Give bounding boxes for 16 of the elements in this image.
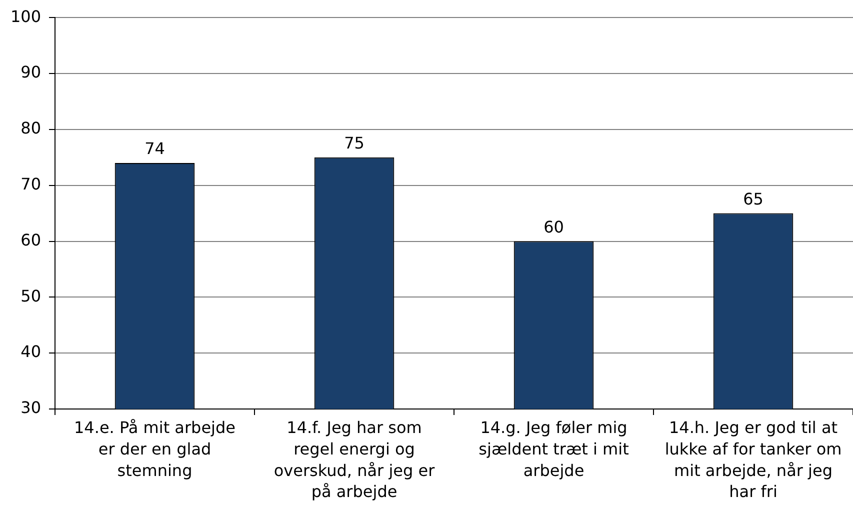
x-tick-label: 14.g. Jeg føler mig sjældent træt i mit arbejde [478,418,629,480]
y-tick-label: 60 [20,230,41,250]
data-label: 65 [743,189,764,208]
y-tick-label: 70 [20,174,41,194]
data-label: 75 [344,134,364,153]
y-tick-label: 40 [20,342,41,362]
data-label: 74 [144,139,165,158]
x-tick-label: 14.e. På mit arbejde er der en glad stemning [74,418,236,480]
data-label: 60 [544,217,564,236]
y-tick-label: 30 [20,398,41,418]
y-tick-label: 90 [20,62,41,82]
y-tick-label: 80 [20,118,41,138]
x-tick-label: 14.h. Jeg er god til at lukke af for tanker om mit arbejde, når jeg har fri [664,418,842,502]
y-tick-label: 100 [10,6,41,26]
x-tick-label: 14.f. Jeg har som regel energi og overskud, når jeg er på arbejde [274,418,436,502]
y-tick-label: 50 [20,286,41,306]
